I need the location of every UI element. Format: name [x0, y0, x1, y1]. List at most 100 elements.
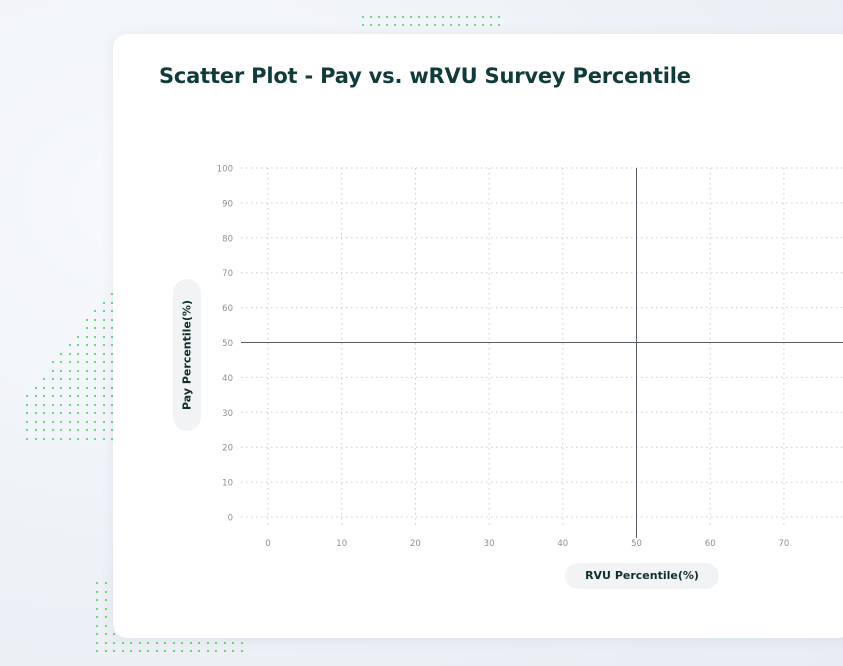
decor-dot — [51, 386, 54, 389]
decor-dot — [102, 301, 105, 304]
decor-dot — [111, 369, 113, 372]
decor-dot — [102, 395, 105, 397]
decor-dot — [164, 641, 166, 644]
decor-dot — [121, 641, 124, 644]
decor-dot — [426, 24, 428, 26]
decor-dot — [111, 310, 113, 312]
decor-dot — [223, 650, 226, 652]
decor-dot — [94, 395, 96, 397]
decor-dot — [60, 437, 62, 440]
decor-dot — [51, 403, 54, 406]
x-tick-label: 0 — [265, 539, 270, 549]
decor-dot — [77, 344, 79, 346]
decor-dot — [232, 641, 234, 644]
decor-dot — [113, 641, 115, 644]
decor-dot — [94, 386, 96, 389]
decor-dot — [85, 327, 88, 329]
decor-dot — [43, 403, 45, 406]
decor-dot — [68, 429, 71, 431]
decor-dot — [450, 24, 452, 26]
decor-dot — [240, 650, 243, 652]
decor-dot — [77, 403, 79, 406]
decor-dot — [51, 437, 54, 440]
y-tick-label: 30 — [222, 409, 233, 419]
decor-dot — [198, 650, 200, 652]
y-tick-label: 0 — [228, 514, 233, 524]
decor-dot — [402, 24, 404, 26]
decor-dot — [94, 352, 96, 355]
decor-dot — [418, 24, 420, 26]
decor-dot — [68, 352, 71, 355]
decor-dot — [85, 361, 88, 363]
decor-dot — [102, 327, 105, 329]
decor-dot — [94, 369, 96, 372]
decor-dot — [85, 344, 88, 346]
decor-dot — [96, 607, 98, 610]
y-tick-label: 80 — [222, 234, 233, 244]
decor-dot — [147, 641, 149, 644]
decor-dot — [104, 599, 107, 601]
decor-dot — [102, 369, 105, 372]
x-tick-label: 70 — [778, 539, 789, 549]
x-tick-label: 10 — [336, 539, 347, 549]
decor-dot — [130, 641, 132, 644]
decor-dot — [85, 352, 88, 355]
decor-dot — [111, 395, 113, 397]
decor-dot — [34, 386, 37, 389]
decor-dot — [490, 24, 492, 26]
decor-dot — [104, 624, 107, 627]
decor-dot — [96, 616, 98, 618]
decor-dot — [402, 16, 404, 18]
decor-dot — [121, 650, 124, 652]
decor-dot — [370, 16, 372, 18]
decor-dot — [34, 403, 37, 406]
decor-dot — [111, 386, 113, 389]
x-axis-label-pill — [565, 563, 719, 589]
decor-dot — [43, 429, 45, 431]
decor-dot — [94, 344, 96, 346]
decor-dot — [94, 310, 96, 312]
scatter-plot: 0 10 20 30 40 50 60 70 80 90 100 0 10 20 30 40 50 60 70 — [217, 165, 843, 549]
decor-dot — [172, 650, 175, 652]
decor-dot — [189, 641, 192, 644]
decor-dot — [77, 386, 79, 389]
decor-dot — [77, 429, 79, 431]
decor-dot — [85, 318, 88, 321]
decor-dot — [77, 352, 79, 355]
decor-dot — [410, 24, 412, 26]
decor-dot — [51, 420, 54, 423]
decor-dot — [111, 335, 113, 338]
decor-dot — [60, 378, 62, 380]
y-tick-label: 20 — [222, 444, 233, 454]
decor-dot — [102, 318, 105, 321]
decor-dot — [96, 599, 98, 601]
decor-dot — [51, 429, 54, 431]
decor-dot — [111, 378, 113, 380]
decor-dot — [111, 403, 113, 406]
decor-dot — [68, 420, 71, 423]
decor-dot — [26, 437, 28, 440]
x-tick-label: 40 — [557, 539, 568, 549]
decor-dot — [138, 650, 141, 652]
decor-dot — [189, 650, 192, 652]
decor-dot — [104, 641, 107, 644]
decor-dot — [51, 378, 54, 380]
decor-dot — [96, 582, 98, 584]
decor-dot — [434, 24, 436, 26]
x-tick-label: 50 — [631, 539, 642, 549]
decor-dot — [466, 16, 468, 18]
decor-dot — [77, 437, 79, 440]
decor-dot — [96, 650, 98, 652]
decor-dot — [450, 16, 452, 18]
decor-dot — [26, 429, 28, 431]
decor-dot — [77, 335, 79, 338]
decor-dot — [34, 412, 37, 414]
decor-dot — [94, 361, 96, 363]
decor-dot — [104, 650, 107, 652]
decor-dot — [442, 16, 444, 18]
decor-dot — [147, 650, 149, 652]
decor-dot — [102, 344, 105, 346]
decor-dot — [172, 641, 175, 644]
decor-dot — [60, 369, 62, 372]
decor-dot — [94, 335, 96, 338]
